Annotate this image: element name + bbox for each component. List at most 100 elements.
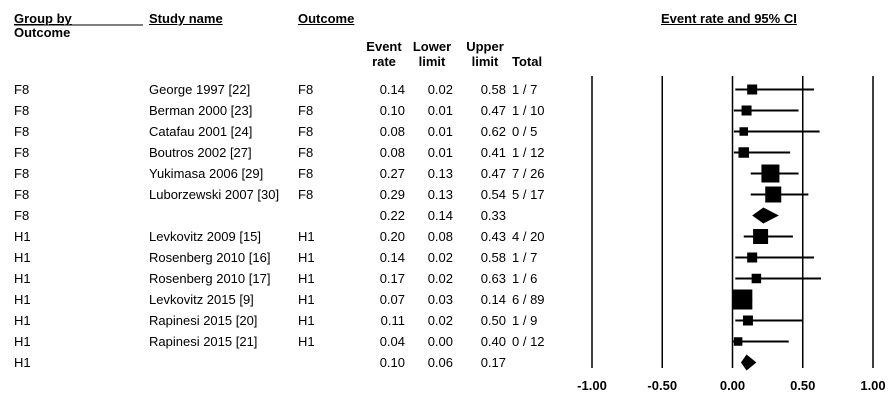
lower-limit-header-line1: Lower bbox=[412, 39, 452, 54]
point-estimate bbox=[733, 337, 743, 346]
row-upper-limit: 0.54 bbox=[480, 187, 506, 202]
row-event-rate: 0.14 bbox=[379, 82, 405, 97]
row-event-rate: 0.08 bbox=[379, 124, 405, 139]
row-lower-limit: 0.02 bbox=[427, 313, 453, 328]
row-lower-limit: 0.13 bbox=[427, 187, 453, 202]
row-outcome: F8 bbox=[298, 187, 314, 202]
row-study-name: Rapinesi 2015 [21] bbox=[149, 334, 258, 349]
row-outcome: H1 bbox=[298, 292, 315, 307]
row-group: H1 bbox=[14, 271, 31, 286]
point-estimate bbox=[739, 127, 748, 136]
x-tick-label: -0.50 bbox=[647, 378, 677, 393]
row-outcome: H1 bbox=[298, 229, 315, 244]
row-lower-limit: 0.01 bbox=[427, 103, 453, 118]
row-study-name: Yukimasa 2006 [29] bbox=[149, 166, 264, 181]
row-upper-limit: 0.41 bbox=[480, 145, 506, 160]
row-event-rate: 0.08 bbox=[379, 145, 405, 160]
row-outcome: F8 bbox=[298, 103, 314, 118]
row-outcome: F8 bbox=[298, 82, 314, 97]
row-study-name: Berman 2000 [23] bbox=[149, 103, 253, 118]
row-event-rate: 0.11 bbox=[380, 313, 405, 328]
row-group: H1 bbox=[14, 250, 31, 265]
row-lower-limit: 0.08 bbox=[427, 229, 453, 244]
point-estimate bbox=[751, 273, 762, 284]
row-group: H1 bbox=[14, 229, 31, 244]
row-lower-limit: 0.02 bbox=[427, 271, 453, 286]
row-event-rate: 0.20 bbox=[379, 229, 405, 244]
row-total: 0 / 12 bbox=[512, 334, 545, 349]
point-estimate bbox=[742, 315, 753, 326]
row-upper-limit: 0.58 bbox=[480, 82, 506, 97]
point-estimate bbox=[732, 289, 753, 310]
x-axis: -1.00 -0.50 0.00 0.50 1.00 bbox=[577, 76, 886, 393]
row-group: H1 bbox=[14, 292, 31, 307]
row-lower-limit: 0.13 bbox=[427, 166, 453, 181]
summary-diamond bbox=[740, 354, 757, 371]
row-upper-limit: 0.47 bbox=[480, 103, 506, 118]
row-total: 1 / 6 bbox=[512, 271, 538, 286]
total-header: Total bbox=[512, 54, 543, 69]
event-rate-header-line2: rate bbox=[372, 54, 396, 69]
row-event-rate: 0.22 bbox=[379, 208, 405, 223]
x-tick-label: 0.00 bbox=[720, 378, 745, 393]
group-by-header: Group by bbox=[14, 11, 72, 26]
row-outcome: H1 bbox=[298, 334, 315, 349]
row-study-name: Levkovitz 2015 [9] bbox=[149, 292, 254, 307]
row-upper-limit: 0.14 bbox=[480, 292, 506, 307]
row-total: 1 / 10 bbox=[512, 103, 545, 118]
row-group: H1 bbox=[14, 334, 31, 349]
row-total: 5 / 17 bbox=[512, 187, 545, 202]
row-outcome: H1 bbox=[298, 250, 315, 265]
row-outcome: F8 bbox=[298, 145, 314, 160]
row-total: 7 / 26 bbox=[512, 166, 545, 181]
row-group: F8 bbox=[14, 208, 30, 223]
row-lower-limit: 0.02 bbox=[427, 250, 453, 265]
row-group: F8 bbox=[14, 82, 30, 97]
row-upper-limit: 0.63 bbox=[480, 271, 506, 286]
row-group: F8 bbox=[14, 166, 30, 181]
row-upper-limit: 0.62 bbox=[480, 124, 506, 139]
row-upper-limit: 0.40 bbox=[480, 334, 506, 349]
row-upper-limit: 0.33 bbox=[480, 208, 506, 223]
forest-marks bbox=[732, 84, 822, 371]
row-outcome: F8 bbox=[298, 166, 314, 181]
point-estimate bbox=[753, 229, 769, 244]
row-study-name: Rapinesi 2015 [20] bbox=[149, 313, 258, 328]
row-lower-limit: 0.00 bbox=[427, 334, 453, 349]
point-estimate bbox=[738, 147, 749, 158]
row-lower-limit: 0.02 bbox=[427, 82, 453, 97]
row-group: F8 bbox=[14, 187, 30, 202]
row-total: 6 / 89 bbox=[512, 292, 545, 307]
lower-limit-header-line2: limit bbox=[418, 54, 446, 69]
row-upper-limit: 0.50 bbox=[480, 313, 506, 328]
row-study-name: Luborzewski 2007 [30] bbox=[149, 187, 280, 202]
upper-limit-header-line1: Upper bbox=[466, 39, 504, 54]
row-group: H1 bbox=[14, 355, 31, 370]
row-lower-limit: 0.01 bbox=[427, 124, 453, 139]
row-total: 1 / 7 bbox=[512, 250, 538, 265]
row-event-rate: 0.29 bbox=[379, 187, 405, 202]
row-outcome: H1 bbox=[298, 271, 315, 286]
row-total: 1 / 12 bbox=[512, 145, 545, 160]
row-study-name: Rosenberg 2010 [17] bbox=[149, 271, 271, 286]
row-event-rate: 0.04 bbox=[379, 334, 405, 349]
row-lower-limit: 0.14 bbox=[427, 208, 453, 223]
row-total: 1 / 9 bbox=[512, 313, 538, 328]
row-lower-limit: 0.03 bbox=[427, 292, 453, 307]
row-group: F8 bbox=[14, 103, 30, 118]
study-name-header: Study name bbox=[149, 11, 223, 26]
row-group: F8 bbox=[14, 124, 30, 139]
row-lower-limit: 0.06 bbox=[427, 355, 453, 370]
row-study-name: Boutros 2002 [27] bbox=[149, 145, 252, 160]
point-estimate bbox=[747, 84, 758, 95]
row-study-name: Levkovitz 2009 [15] bbox=[149, 229, 262, 244]
x-tick-label: 0.50 bbox=[790, 378, 815, 393]
point-estimate bbox=[761, 164, 780, 183]
outcome-group-header: Outcome bbox=[14, 25, 71, 40]
row-upper-limit: 0.43 bbox=[480, 229, 506, 244]
point-estimate bbox=[765, 186, 782, 203]
row-event-rate: 0.17 bbox=[379, 271, 405, 286]
summary-diamond bbox=[752, 207, 779, 224]
plot-title: Event rate and 95% CI bbox=[661, 11, 797, 26]
